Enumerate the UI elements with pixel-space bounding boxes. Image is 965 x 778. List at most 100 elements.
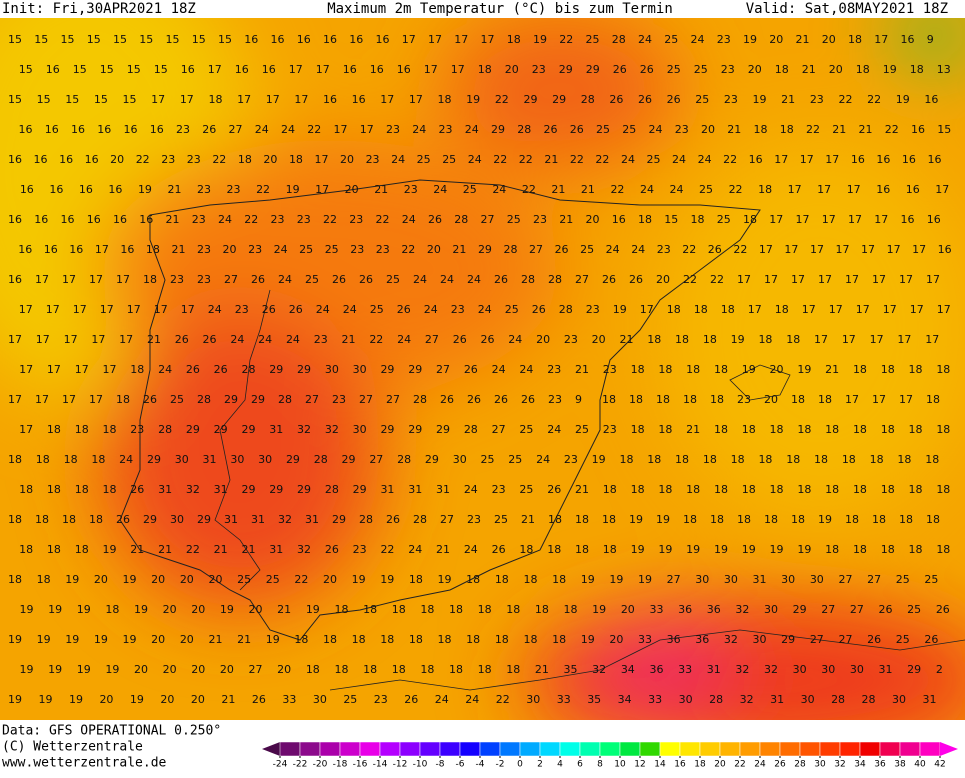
temperature-value: 21	[859, 123, 873, 136]
temperature-value: 25	[699, 183, 713, 196]
temperature-value: 28	[612, 33, 626, 46]
colorbar-box	[839, 741, 861, 757]
temperature-value: 22	[595, 153, 609, 166]
temperature-value: 20	[220, 663, 234, 676]
temperature-value: 28	[241, 363, 255, 376]
temperature-value: 23	[603, 423, 617, 436]
temperature-value: 20	[340, 153, 354, 166]
temperature-value: 18	[731, 453, 745, 466]
temperature-value: 18	[936, 483, 950, 496]
temperature-value: 18	[856, 63, 870, 76]
temperature-value: 17	[845, 273, 859, 286]
temperature-value: 17	[883, 303, 897, 316]
temperature-value: 26	[202, 123, 216, 136]
temperature-value: 21	[436, 543, 450, 556]
temperature-value: 25	[896, 573, 910, 586]
colorbar-label: 4	[557, 760, 563, 770]
temperature-value: 24	[255, 123, 269, 136]
colorbar-label: -12	[393, 760, 408, 770]
temperature-value: 27	[838, 573, 852, 586]
temperature-value: 18	[103, 423, 117, 436]
temperature-value: 18	[926, 393, 940, 406]
temperature-value: 17	[842, 333, 856, 346]
temperature-value: 25	[370, 303, 384, 316]
temperature-value: 33	[678, 663, 692, 676]
temperature-value: 19	[220, 603, 234, 616]
temperature-value: 23	[197, 183, 211, 196]
temperature-value: 23	[161, 153, 175, 166]
temperature-value: 22	[519, 153, 533, 166]
temperature-value: 19	[714, 543, 728, 556]
temperature-value: 18	[881, 543, 895, 556]
colorbar-box	[339, 741, 361, 757]
temperature-value: 25	[237, 573, 251, 586]
init-label: Init: Fri,30APR2021 18Z	[2, 1, 196, 17]
temperature-value: 24	[638, 33, 652, 46]
temperature-value: 17	[640, 303, 654, 316]
temperature-value: 20	[99, 693, 113, 706]
colorbar-box	[319, 741, 341, 757]
temperature-value: 18	[814, 453, 828, 466]
temperature-value: 18	[667, 303, 681, 316]
temperature-value: 24	[464, 483, 478, 496]
colorbar-label: -6	[456, 760, 465, 770]
temperature-value: 20	[592, 333, 606, 346]
temperature-value: 27	[224, 273, 238, 286]
temperature-value: 18	[686, 363, 700, 376]
colorbar-label: -24	[273, 760, 288, 770]
temperature-value: 22	[212, 153, 226, 166]
colorbar-label: -2	[496, 760, 505, 770]
temperature-value: 19	[8, 633, 22, 646]
temperature-value: 19	[37, 633, 51, 646]
temperature-value: 31	[269, 543, 283, 556]
temperature-value: 31	[224, 513, 238, 526]
temperature-value: 18	[478, 663, 492, 676]
temperature-value: 30	[453, 453, 467, 466]
colorbar-box	[499, 741, 521, 757]
temperature-value: 19	[130, 693, 144, 706]
temperature-value: 16	[61, 213, 75, 226]
temperature-value: 16	[150, 123, 164, 136]
temperature-value: 28	[158, 423, 172, 436]
temperature-value: 24	[218, 213, 232, 226]
temperature-value: 22	[380, 543, 394, 556]
temperature-value: 16	[46, 63, 60, 76]
temperature-value: 18	[703, 333, 717, 346]
temperature-value: 20	[110, 153, 124, 166]
temperature-value: 20	[191, 663, 205, 676]
temperature-value: 18	[619, 453, 633, 466]
colorbar-box	[479, 741, 501, 757]
temperature-value: 18	[363, 603, 377, 616]
temperature-value: 18	[797, 423, 811, 436]
temperature-value: 16	[902, 153, 916, 166]
colorbar-label: -10	[413, 760, 428, 770]
temperature-value: 20	[829, 63, 843, 76]
temperature-value: 27	[440, 513, 454, 526]
temperature-value: 18	[714, 363, 728, 376]
temperature-value: 16	[924, 93, 938, 106]
temperature-value: 19	[742, 363, 756, 376]
temperature-value: 22	[496, 693, 510, 706]
temperature-value: 15	[664, 213, 678, 226]
colorbar-label: 2	[537, 760, 543, 770]
temperature-value: 19	[592, 603, 606, 616]
colorbar-label: 22	[734, 760, 745, 770]
temperature-value: 16	[8, 213, 22, 226]
temperature-value: 18	[910, 63, 924, 76]
temperature-value: 22	[733, 243, 747, 256]
temperature-value: 29	[523, 93, 537, 106]
temperature-value: 24	[465, 123, 479, 136]
temperature-value: 18	[289, 153, 303, 166]
temperature-value: 17	[769, 213, 783, 226]
temperature-value: 16	[851, 153, 865, 166]
temperature-value: 15	[87, 33, 101, 46]
temperature-value: 29	[147, 453, 161, 466]
temperature-value: 2	[936, 663, 943, 676]
colorbar-label: 14	[654, 760, 666, 770]
temperature-value: 30	[353, 363, 367, 376]
temperature-value: 24	[508, 333, 522, 346]
temperature-value: 18	[909, 483, 923, 496]
temperature-value: 20	[748, 63, 762, 76]
temperature-value: 18	[506, 603, 520, 616]
temperature-value: 23	[130, 423, 144, 436]
